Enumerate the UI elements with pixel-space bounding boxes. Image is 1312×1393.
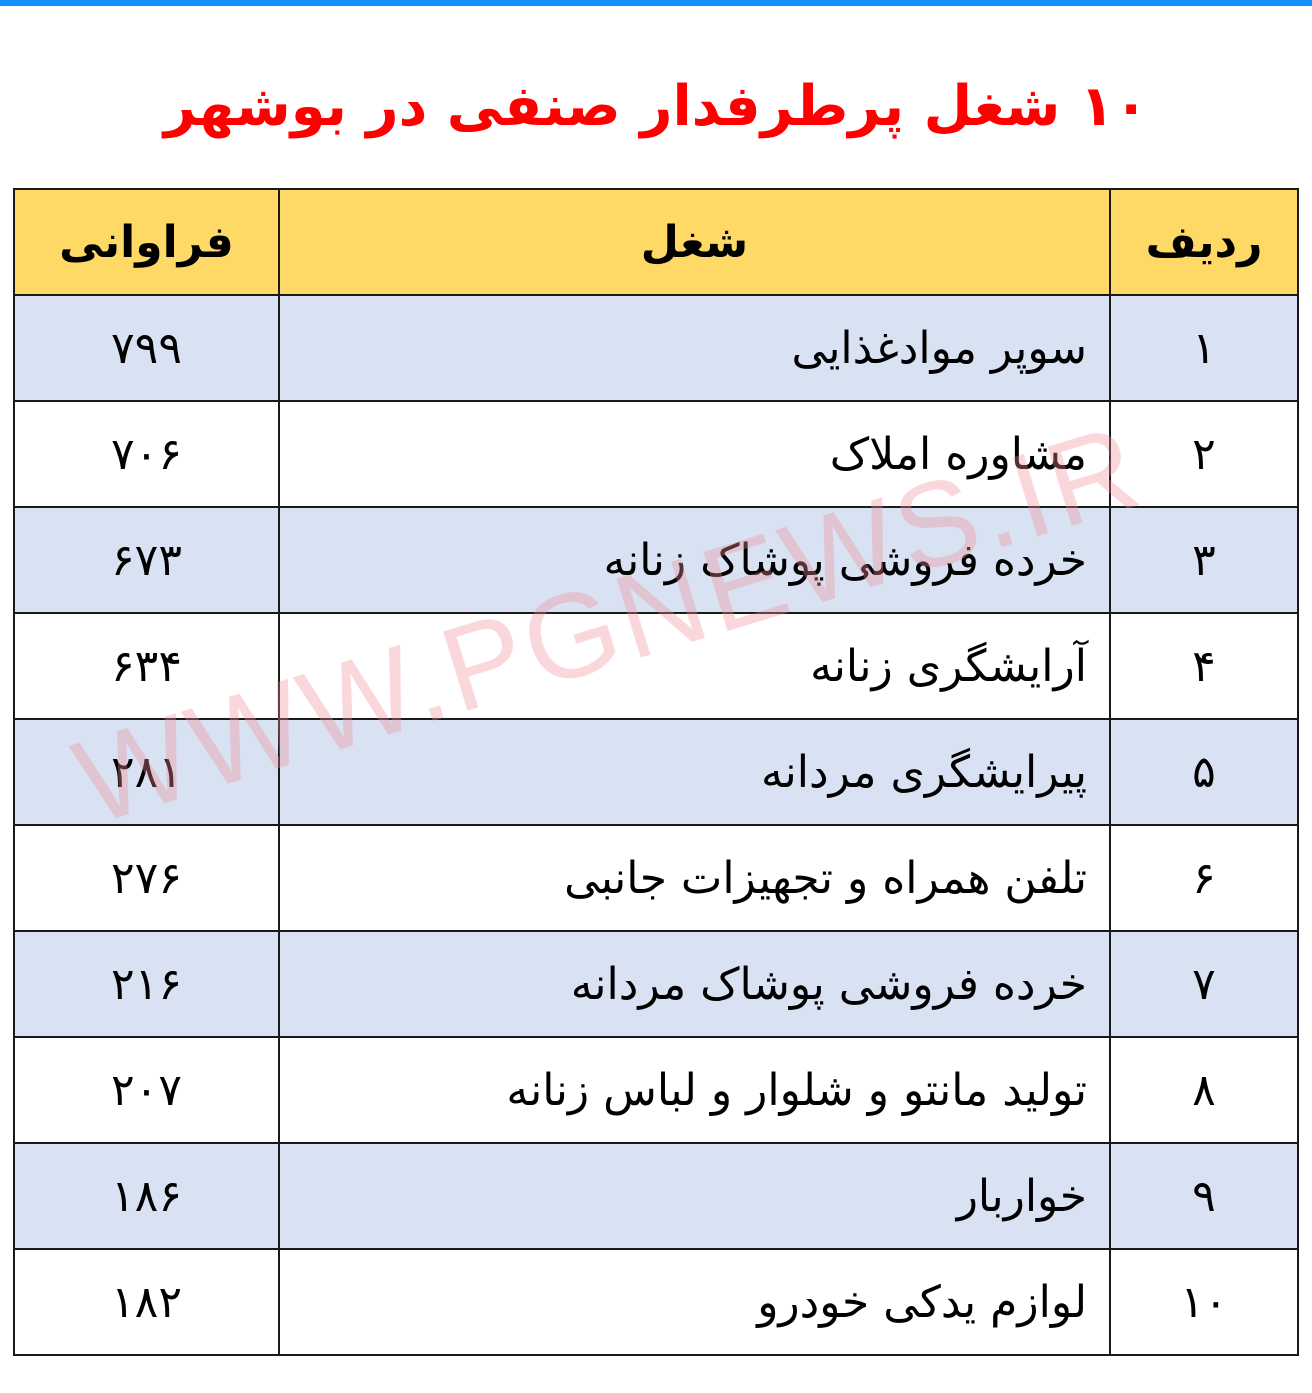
frequency-cell: ۱۸۶ xyxy=(13,1142,280,1250)
frequency-cell: ۶۷۳ xyxy=(13,506,280,614)
rank-cell: ۱۰ xyxy=(1109,1248,1299,1356)
job-cell: تلفن همراه و تجهیزات جانبی xyxy=(278,824,1111,932)
table-row: ۹ خواربار ۱۸۶ xyxy=(13,1142,1299,1250)
table-row: ۸ تولید مانتو و شلوار و لباس زنانه ۲۰۷ xyxy=(13,1036,1299,1144)
top-accent-bar xyxy=(0,0,1312,6)
table-row: ۳ خرده فروشی پوشاک زنانه ۶۷۳ xyxy=(13,506,1299,614)
frequency-cell: ۷۹۹ xyxy=(13,294,280,402)
job-cell: سوپر موادغذایی xyxy=(278,294,1111,402)
rank-cell: ۶ xyxy=(1109,824,1299,932)
job-cell: مشاوره املاک xyxy=(278,400,1111,508)
frequency-cell: ۷۰۶ xyxy=(13,400,280,508)
job-cell: خرده فروشی پوشاک زنانه xyxy=(278,506,1111,614)
job-cell: خواربار xyxy=(278,1142,1111,1250)
frequency-cell: ۲۰۷ xyxy=(13,1036,280,1144)
job-cell: تولید مانتو و شلوار و لباس زنانه xyxy=(278,1036,1111,1144)
table-row: ۷ خرده فروشی پوشاک مردانه ۲۱۶ xyxy=(13,930,1299,1038)
frequency-cell: ۲۱۶ xyxy=(13,930,280,1038)
rank-cell: ۵ xyxy=(1109,718,1299,826)
table-row: ۱۰ لوازم یدکی خودرو ۱۸۲ xyxy=(13,1248,1299,1356)
table-header-row: ردیف شغل فراوانی xyxy=(13,188,1299,296)
rank-cell: ۹ xyxy=(1109,1142,1299,1250)
jobs-table: ردیف شغل فراوانی ۱ سوپر موادغذایی ۷۹۹ ۲ مشاو… xyxy=(13,188,1299,1356)
header-job: شغل xyxy=(278,188,1111,296)
frequency-cell: ۲۷۶ xyxy=(13,824,280,932)
header-rank: ردیف xyxy=(1109,188,1299,296)
header-frequency: فراوانی xyxy=(13,188,280,296)
page-title: ۱۰ شغل پرطرفدار صنفی در بوشهر xyxy=(163,74,1149,139)
rank-cell: ۷ xyxy=(1109,930,1299,1038)
table-row: ۲ مشاوره املاک ۷۰۶ xyxy=(13,400,1299,508)
job-cell: خرده فروشی پوشاک مردانه xyxy=(278,930,1111,1038)
job-cell: پیرایشگری مردانه xyxy=(278,718,1111,826)
rank-cell: ۲ xyxy=(1109,400,1299,508)
frequency-cell: ۱۸۲ xyxy=(13,1248,280,1356)
rank-cell: ۳ xyxy=(1109,506,1299,614)
table-row: ۵ پیرایشگری مردانه ۲۸۱ xyxy=(13,718,1299,826)
table-row: ۶ تلفن همراه و تجهیزات جانبی ۲۷۶ xyxy=(13,824,1299,932)
rank-cell: ۱ xyxy=(1109,294,1299,402)
job-cell: آرایشگری زنانه xyxy=(278,612,1111,720)
frequency-cell: ۲۸۱ xyxy=(13,718,280,826)
rank-cell: ۸ xyxy=(1109,1036,1299,1144)
job-cell: لوازم یدکی خودرو xyxy=(278,1248,1111,1356)
table-row: ۱ سوپر موادغذایی ۷۹۹ xyxy=(13,294,1299,402)
frequency-cell: ۶۳۴ xyxy=(13,612,280,720)
table-row: ۴ آرایشگری زنانه ۶۳۴ xyxy=(13,612,1299,720)
rank-cell: ۴ xyxy=(1109,612,1299,720)
